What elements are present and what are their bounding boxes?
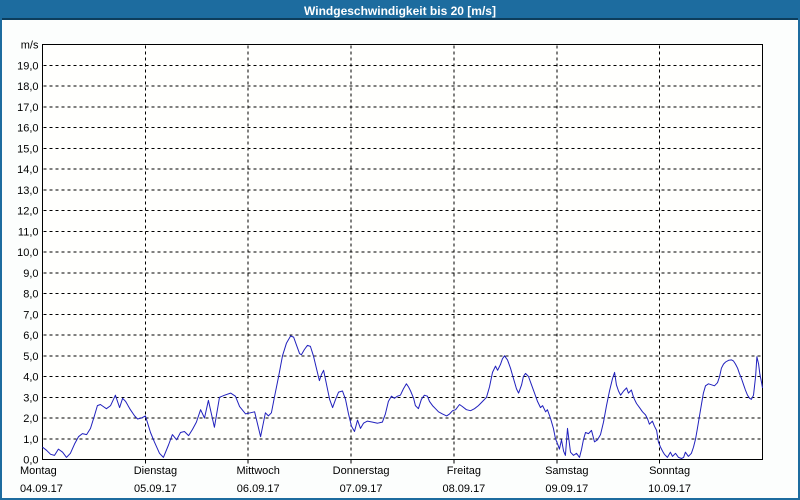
y-tick-label: 11,0	[18, 226, 39, 238]
y-tick-label: 14,0	[17, 164, 38, 176]
day-date-label: 10.09.17	[648, 483, 691, 495]
y-tick-label: 17,0	[17, 102, 38, 114]
day-date-label: 04.09.17	[20, 483, 63, 495]
plot-frame	[42, 44, 763, 464]
wind-speed-line	[42, 335, 763, 459]
day-date-label: 07.09.17	[340, 483, 383, 495]
y-tick-label: 19,0	[17, 60, 38, 72]
y-tick-label: 8,0	[23, 289, 38, 301]
x-axis-labels: Montag 04.09.17 Dienstag 05.09.17 Mittwoch 06…	[20, 465, 691, 495]
y-tick-label: 9,0	[23, 268, 38, 280]
day-name-label: Samstag	[545, 465, 588, 477]
day-name-label: Donnerstag	[333, 465, 390, 477]
y-tick-label: 5,0	[23, 351, 38, 363]
day-date-label: 05.09.17	[134, 483, 177, 495]
y-tick-label: 13,0	[17, 185, 38, 197]
day-name-label: Dienstag	[134, 465, 177, 477]
day-date-label: 06.09.17	[237, 483, 280, 495]
y-tick-label: 15,0	[17, 143, 38, 155]
day-date-label: 09.09.17	[545, 483, 588, 495]
y-tick-label: 0,0	[23, 455, 38, 467]
y-tick-label: 12,0	[17, 206, 38, 218]
day-name-label: Freitag	[447, 465, 481, 477]
window-title: Windgeschwindigkeit bis 20 [m/s]	[304, 4, 496, 18]
y-tick-label: 7,0	[23, 309, 38, 321]
titlebar: Windgeschwindigkeit bis 20 [m/s]	[2, 2, 798, 20]
y-tick-label: 10,0	[17, 247, 38, 259]
wind-speed-chart: 0,0 1,0 2,0 3,0 4,0 5,0 6,0 7,0 8,0 9,0 10,0 11,0 12…	[17, 40, 763, 495]
y-tick-label: 3,0	[23, 392, 38, 404]
gridlines	[43, 45, 762, 459]
y-tick-label: 4,0	[23, 372, 38, 384]
day-date-label: 08.09.17	[442, 483, 485, 495]
y-axis-labels: 0,0 1,0 2,0 3,0 4,0 5,0 6,0 7,0 8,0 9,0 10,0 11,0 12…	[17, 40, 39, 467]
y-axis-unit-label: m/s	[21, 40, 39, 52]
day-name-label: Sonntag	[649, 465, 690, 477]
day-name-label: Mittwoch	[236, 465, 279, 477]
y-tick-label: 16,0	[17, 123, 38, 135]
y-tick-label: 2,0	[23, 413, 38, 425]
y-tick-label: 6,0	[23, 330, 38, 342]
y-tick-label: 1,0	[23, 434, 38, 446]
day-name-label: Montag	[20, 465, 57, 477]
y-tick-label: 18,0	[17, 81, 38, 93]
